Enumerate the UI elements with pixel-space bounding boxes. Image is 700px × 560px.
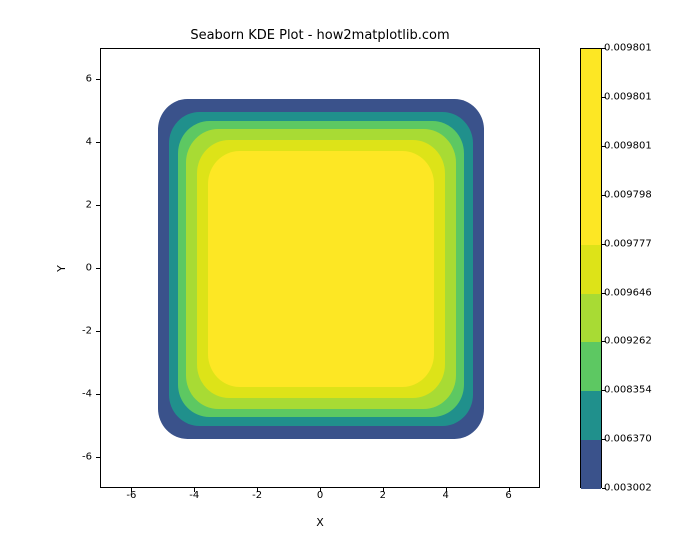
ytick-label: 0 xyxy=(86,263,92,274)
ytick-label: 2 xyxy=(86,200,92,211)
xtick-label: 6 xyxy=(505,490,511,501)
ytick-mark xyxy=(96,457,100,458)
colorbar-tick-label: 0.009801 xyxy=(604,92,652,103)
colorbar-tick-label: 0.009801 xyxy=(604,43,652,54)
x-axis-label: X xyxy=(100,516,540,529)
ytick-mark xyxy=(96,205,100,206)
colorbar-tick-label: 0.006370 xyxy=(604,434,652,445)
xtick-label: 0 xyxy=(317,490,323,501)
ytick-label: -4 xyxy=(82,388,92,399)
ytick-mark xyxy=(96,394,100,395)
colorbar-tick-label: 0.009798 xyxy=(604,189,652,200)
ytick-mark xyxy=(96,142,100,143)
colorbar-segment-4 xyxy=(581,245,601,294)
colorbar-tick-label: 0.009801 xyxy=(604,141,652,152)
xtick-label: 2 xyxy=(380,490,386,501)
ytick-label: -6 xyxy=(82,451,92,462)
colorbar-segment-2 xyxy=(581,342,601,391)
xtick-label: -6 xyxy=(126,490,136,501)
plot-title: Seaborn KDE Plot - how2matplotlib.com xyxy=(100,28,540,43)
colorbar-tick-label: 0.003002 xyxy=(604,483,652,494)
colorbar-segment-0 xyxy=(581,440,601,489)
ytick-mark xyxy=(96,268,100,269)
colorbar-tick-label: 0.009262 xyxy=(604,336,652,347)
colorbar-segment-3 xyxy=(581,294,601,343)
figure: Seaborn KDE Plot - how2matplotlib.com -6… xyxy=(0,0,700,560)
ytick-mark xyxy=(96,331,100,332)
y-axis-label: Y xyxy=(54,48,68,488)
plot-area xyxy=(100,48,540,488)
contour-level-5 xyxy=(208,151,434,387)
colorbar-tick-label: 0.009777 xyxy=(604,238,652,249)
ytick-mark xyxy=(96,79,100,80)
ytick-label: 6 xyxy=(86,74,92,85)
xtick-label: -2 xyxy=(252,490,262,501)
ytick-label: 4 xyxy=(86,137,92,148)
colorbar xyxy=(580,48,602,488)
xtick-label: 4 xyxy=(443,490,449,501)
ytick-label: -2 xyxy=(82,325,92,336)
colorbar-segment-5 xyxy=(581,49,601,245)
colorbar-tick-label: 0.009646 xyxy=(604,287,652,298)
colorbar-segment-1 xyxy=(581,391,601,440)
colorbar-tick-label: 0.008354 xyxy=(604,385,652,396)
xtick-label: -4 xyxy=(189,490,199,501)
